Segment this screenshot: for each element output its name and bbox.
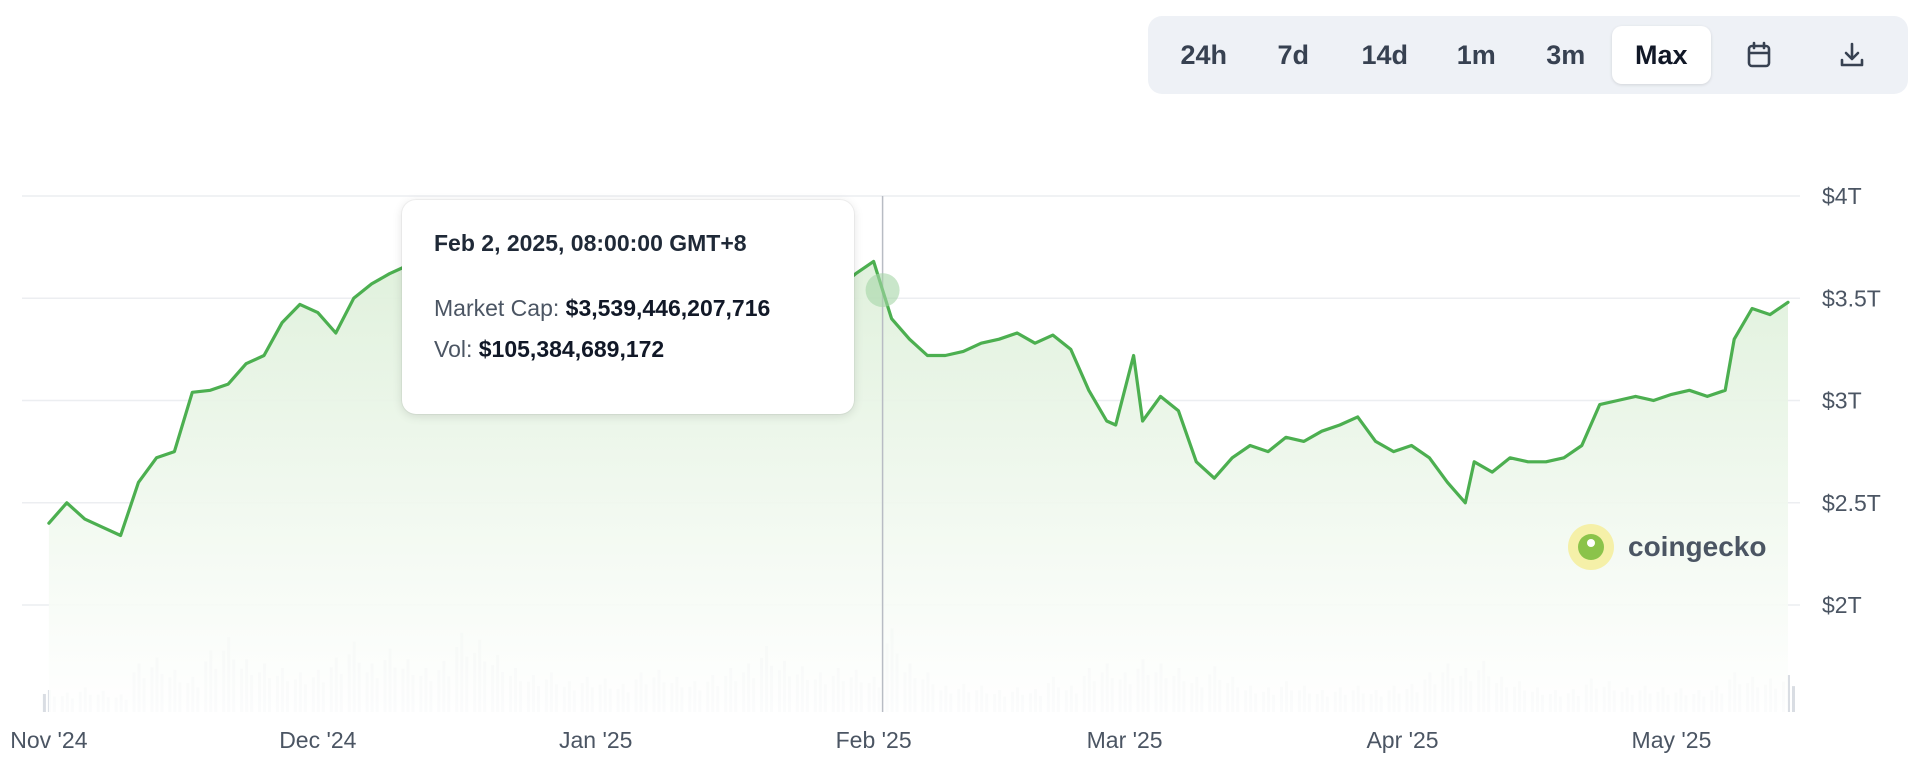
x-tick-label: Nov '24: [10, 727, 87, 753]
range-7d-button[interactable]: 7d: [1277, 39, 1310, 70]
hover-tooltip: Feb 2, 2025, 08:00:00 GMT+8 Market Cap: …: [402, 200, 854, 414]
range-14d-button[interactable]: 14d: [1361, 39, 1409, 70]
x-tick-label: Jan '25: [559, 727, 632, 753]
tooltip-vol-value: $105,384,689,172: [478, 336, 665, 362]
download-icon: [1838, 41, 1866, 69]
tooltip-vol-label: Vol:: [434, 336, 473, 362]
market-cap-line: [47, 225, 1790, 538]
coingecko-logo-icon: [1568, 524, 1614, 570]
range-24h-button[interactable]: 24h: [1180, 39, 1228, 70]
market-cap-area: [48, 226, 1788, 712]
x-tick-label: Apr '25: [1366, 727, 1438, 753]
volume-bar: [1787, 675, 1790, 712]
y-tick-label: $3.5T: [1822, 285, 1881, 311]
volume-bar: [42, 693, 46, 712]
tooltip-market-cap-label: Market Cap:: [434, 295, 560, 321]
tooltip-date: Feb 2, 2025, 08:00:00 GMT+8: [434, 230, 747, 256]
calendar-button[interactable]: [1711, 26, 1806, 84]
y-tick-label: $4T: [1822, 183, 1862, 209]
time-range-selector: 24h 7d 14d 1m 3m Max: [1148, 16, 1908, 94]
y-tick-label: $2.5T: [1822, 490, 1881, 516]
x-tick-label: Mar '25: [1087, 727, 1163, 753]
x-tick-label: May '25: [1632, 727, 1712, 753]
tooltip-market-cap-value: $3,539,446,207,716: [565, 295, 771, 321]
volume-bar: [1792, 686, 1795, 712]
y-tick-label: $2T: [1822, 592, 1862, 618]
tooltip-market-cap: Market Cap: $3,539,446,207,716: [434, 295, 822, 322]
tooltip-volume: Vol: $105,384,689,172: [434, 336, 822, 363]
x-tick-label: Dec '24: [279, 727, 356, 753]
coingecko-watermark: coingecko: [1568, 524, 1766, 570]
x-axis-ticks: Nov '24 Dec '24 Jan '25 Feb '25 Mar '25 Apr '…: [10, 727, 1711, 753]
range-1m-button[interactable]: 1m: [1456, 39, 1496, 70]
download-button[interactable]: [1807, 26, 1899, 84]
range-3m-button[interactable]: 3m: [1546, 39, 1586, 70]
brand-name: coingecko: [1628, 531, 1767, 562]
y-axis-ticks: $4T $3.5T $3T $2.5T $2T: [1822, 183, 1881, 618]
x-tick-label: Feb '25: [836, 727, 912, 753]
hover-point: [865, 273, 900, 308]
range-max-button[interactable]: Max: [1611, 26, 1712, 84]
y-tick-label: $3T: [1822, 388, 1862, 414]
calendar-icon: [1746, 41, 1772, 69]
